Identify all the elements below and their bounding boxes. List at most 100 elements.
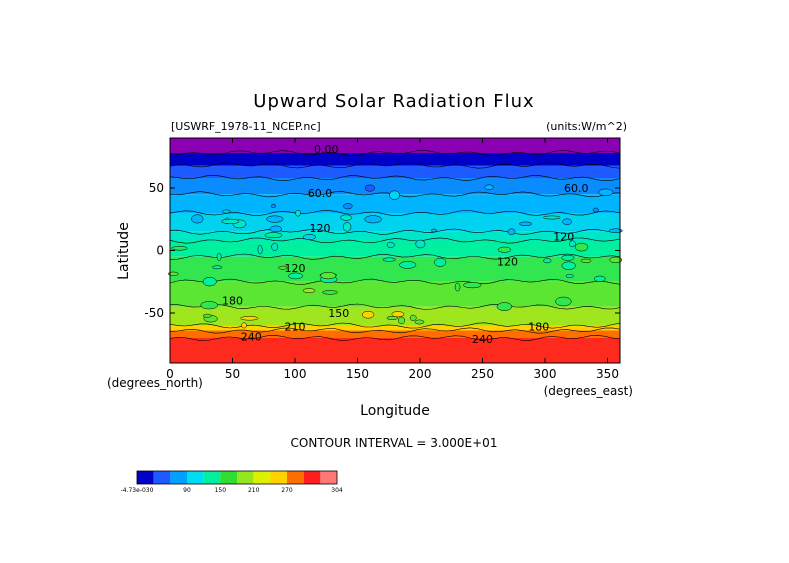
field-patch xyxy=(409,314,417,322)
field-patch xyxy=(191,214,204,224)
field-patch xyxy=(580,258,592,263)
field-patch xyxy=(295,209,301,217)
contour-label: 240 xyxy=(241,331,262,344)
field-patch xyxy=(322,290,338,295)
x-tick-label: 150 xyxy=(346,367,369,381)
field-patch xyxy=(389,190,400,200)
colorbar-swatch xyxy=(203,471,221,484)
colorbar: -4.73e-030 90 150 210 270 304 xyxy=(121,470,343,494)
field-patch xyxy=(565,274,574,278)
field-patch xyxy=(264,232,283,239)
field-patch xyxy=(241,322,247,329)
contour-labels: 0.00 60.0 60.0 120 120 120 120 180 150 180 210 240 2… xyxy=(222,143,589,346)
lat-band xyxy=(170,325,620,331)
colorbar-swatch xyxy=(320,471,337,484)
field-patch xyxy=(343,203,353,210)
colorbar-tick-label: 304 xyxy=(331,487,343,494)
y-tick-label: 0 xyxy=(156,244,164,258)
field-patch xyxy=(598,188,614,196)
contour-label: 60.0 xyxy=(564,182,589,195)
contour-label: 120 xyxy=(310,222,331,235)
contour-interval-note: CONTOUR INTERVAL = 3.000E+01 xyxy=(291,436,498,450)
contour-line xyxy=(169,327,621,334)
x-tick-label: 350 xyxy=(596,367,619,381)
field-patch xyxy=(543,258,552,264)
field-patch xyxy=(320,272,337,280)
contour-line xyxy=(169,162,621,169)
y-axis-label: Latitude xyxy=(116,222,132,280)
contour-label: 180 xyxy=(528,321,549,334)
field-patch xyxy=(543,215,561,220)
field-patch xyxy=(594,275,606,282)
contour-line xyxy=(169,322,621,329)
field-patch xyxy=(507,228,516,235)
field-patch xyxy=(399,261,417,269)
contour-label: 120 xyxy=(553,231,574,244)
colorbar-swatch xyxy=(220,471,237,484)
colorbar-swatch xyxy=(237,471,254,484)
x-tick-label: 300 xyxy=(534,367,557,381)
lat-band xyxy=(170,138,620,153)
field-patch xyxy=(216,252,222,261)
contour-label: 150 xyxy=(328,307,349,320)
contour-line xyxy=(169,253,621,260)
field-patch xyxy=(364,184,376,192)
colorbar-swatch xyxy=(303,471,321,484)
field-patch xyxy=(221,218,240,224)
lat-band xyxy=(170,178,620,195)
field-patch xyxy=(609,256,623,264)
field-patch xyxy=(562,218,572,225)
contour-line xyxy=(169,334,621,341)
field-patch xyxy=(222,209,231,214)
colorbar-tick-label: 210 xyxy=(248,487,260,494)
contour-line xyxy=(169,228,621,235)
contour-line xyxy=(169,237,621,244)
x-axis-label: Longitude xyxy=(360,403,430,419)
colorbar-tick-label: 270 xyxy=(281,487,293,494)
lat-band xyxy=(170,330,620,338)
field-patch xyxy=(497,246,511,253)
x-tick-label: 200 xyxy=(409,367,432,381)
field-patch xyxy=(342,222,352,232)
colorbar-tick-label: -4.73e-030 xyxy=(121,487,154,494)
colorbar-swatch xyxy=(287,471,304,484)
field-patch xyxy=(391,311,405,318)
contour-line xyxy=(169,303,621,310)
field-patch xyxy=(288,272,303,280)
field-patch xyxy=(430,228,437,233)
dataset-label: [USWRF_1978-11_NCEP.nc] xyxy=(171,120,321,133)
field-patch xyxy=(561,261,576,270)
contour-label: 210 xyxy=(285,321,306,334)
field-patch xyxy=(302,234,317,240)
contour-label: 180 xyxy=(222,294,243,307)
heatmap-bands xyxy=(169,138,621,363)
colorbar-swatch xyxy=(187,471,204,484)
contour-line xyxy=(169,149,621,157)
field-patch xyxy=(397,316,406,325)
colorbar-swatch xyxy=(137,471,154,484)
x-tick-label: 250 xyxy=(471,367,494,381)
field-patch xyxy=(167,271,179,276)
y-tick-label: 50 xyxy=(149,181,164,195)
field-patch xyxy=(555,296,572,307)
field-patch xyxy=(269,225,282,233)
field-patch xyxy=(361,310,375,319)
field-patch xyxy=(592,207,599,213)
colorbar-swatch xyxy=(253,471,271,484)
contour-label: 0.00 xyxy=(314,143,339,156)
field-patch xyxy=(257,244,263,255)
contour-label: 120 xyxy=(497,256,518,269)
colorbar-swatch xyxy=(270,471,287,484)
x-axis-ticks: 0 50 100 150 200 250 300 350 xyxy=(166,138,619,381)
field-patch xyxy=(270,204,276,209)
y-tick-label: -50 xyxy=(144,306,164,320)
contour-line xyxy=(169,209,621,217)
x-tick-label: 0 xyxy=(166,367,174,381)
contour-line xyxy=(169,278,621,285)
field-patch xyxy=(200,301,218,310)
colorbar-frame xyxy=(136,470,338,485)
lat-band xyxy=(170,281,620,307)
field-patch xyxy=(202,313,212,318)
field-patch xyxy=(454,282,461,292)
